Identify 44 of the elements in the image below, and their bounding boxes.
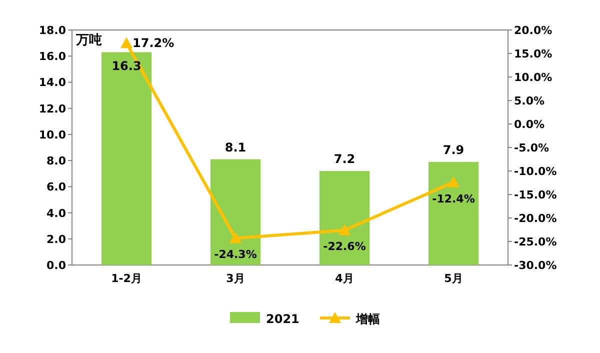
y-tick-label: 0.0: [46, 259, 66, 272]
y2-tick-label: 15.0%: [514, 48, 552, 60]
data-label: -22.6%: [323, 240, 366, 254]
y2-tick-label: 0.0%: [514, 118, 545, 131]
y2-tick-label: 10.0%: [514, 71, 552, 84]
legend-label: 增幅: [355, 312, 380, 326]
y-tick-label: 14.0: [38, 76, 66, 90]
y-tick-label: 10.0: [38, 128, 66, 142]
y-tick-label: 2.0: [46, 232, 66, 246]
bar: [319, 171, 370, 265]
point: [120, 37, 132, 48]
y2-tick-label: -25.0%: [514, 236, 557, 248]
bar: [101, 52, 152, 265]
y2-tick-label: -20.0%: [514, 212, 557, 225]
y-tick-label: 16.0: [38, 50, 66, 64]
point: [338, 224, 350, 236]
data-label: -12.4%: [432, 192, 475, 206]
x-tick-label: 5月: [444, 272, 463, 285]
data-label: 17.2%: [132, 36, 174, 50]
y2-tick-label: -5.0%: [514, 142, 550, 154]
y-tick-label: 12.0: [38, 102, 66, 116]
data-label: -24.3%: [214, 248, 257, 262]
y2-tick-label: -30.0%: [514, 259, 557, 272]
point: [230, 232, 242, 244]
legend-label: 2021: [266, 312, 300, 326]
x-tick-label: 3月: [226, 272, 245, 285]
x-tick-label: 4月: [335, 272, 354, 285]
data-label: 8.1: [224, 140, 246, 154]
y2-tick-label: -10.0%: [514, 165, 557, 178]
y2-tick-label: 20.0%: [514, 24, 552, 37]
y-tick-label: 8.0: [46, 154, 66, 168]
data-label: 7.9: [442, 142, 464, 157]
y2-tick-label: -15.0%: [514, 188, 557, 202]
y2-tick-label: 5.0%: [514, 94, 545, 108]
data-label: 7.2: [334, 152, 356, 166]
y-tick-label: 18.0: [38, 24, 66, 37]
y-tick-label: 4.0: [46, 206, 66, 220]
y-tick-label: 6.0: [46, 180, 66, 194]
x-tick-label: 1-2月: [111, 272, 142, 285]
y-axis-title: 万吨: [75, 33, 102, 48]
bar: [210, 159, 261, 265]
data-label: 16.3: [112, 59, 142, 74]
point: [448, 176, 460, 188]
bar: [428, 162, 479, 265]
